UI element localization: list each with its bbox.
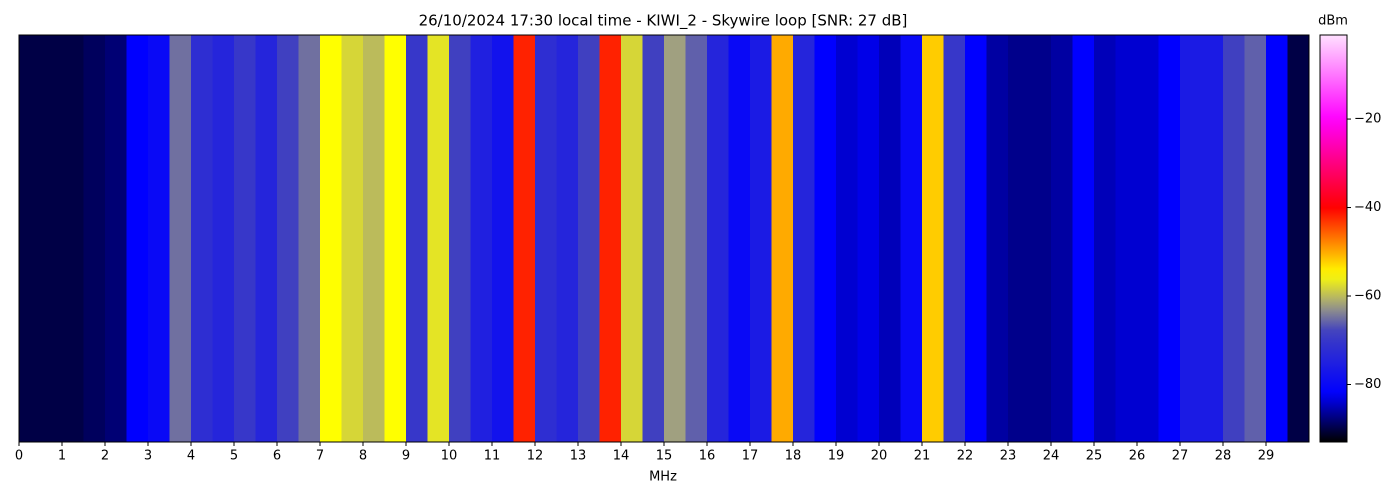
colorbar-label: dBm [1318,14,1348,29]
spectrum-band [664,35,686,442]
spectrum-band [1244,35,1267,442]
x-tick-label: 19 [828,449,845,464]
spectrum-band [943,35,966,442]
spectrum-band [1266,35,1288,442]
spectrum-band [427,35,450,442]
x-tick-label: 8 [359,449,367,464]
spectrum-band [191,35,213,442]
x-tick-label: 13 [570,449,587,464]
x-tick-label: 6 [273,449,281,464]
x-tick-label: 9 [402,449,410,464]
spectrum-band [234,35,256,442]
spectrum-band [1094,35,1116,442]
spectrum-band [449,35,471,442]
x-tick-label: 15 [656,449,673,464]
x-tick-label: 0 [15,449,23,464]
spectrum-band [19,35,41,442]
x-tick-label: 11 [484,449,501,464]
colorbar-tick-label: −20 [1354,112,1381,127]
spectrum-band [1051,35,1073,442]
x-tick-label: 1 [58,449,66,464]
colorbar-tick-label: −40 [1354,200,1381,215]
x-tick-label: 22 [957,449,974,464]
spectrum-band [62,35,84,442]
spectrum-band [255,35,278,442]
spectrum-band [406,35,428,442]
x-tick-label: 23 [1000,449,1017,464]
colorbar-tick-label: −60 [1354,289,1381,304]
x-tick-label: 16 [699,449,716,464]
spectrum-band [277,35,299,442]
spectrum-band [148,35,170,442]
x-tick-label: 17 [742,449,759,464]
colorbar-tick-label: −80 [1354,377,1381,392]
spectrum-band [578,35,600,442]
spectrum-band [728,35,751,442]
spectrum-band [1115,35,1138,442]
spectrum-band [771,35,794,442]
spectrum-band [1137,35,1159,442]
spectrum-band [642,35,665,442]
x-tick-label: 12 [527,449,544,464]
spectrum-band [341,35,364,442]
x-tick-label: 2 [101,449,109,464]
spectrum-band [556,35,579,442]
x-tick-label: 29 [1258,449,1275,464]
spectrum-band [169,35,192,442]
spectrum-band [900,35,923,442]
x-tick-label: 25 [1086,449,1103,464]
x-tick-label: 14 [613,449,630,464]
spectrum-band [1287,35,1310,442]
x-tick-label: 21 [914,449,931,464]
spectrum-band [298,35,321,442]
chart-title: 26/10/2024 17:30 local time - KIWI_2 - S… [419,12,908,31]
spectrum-band [320,35,342,442]
spectrum-band [857,35,880,442]
spectrum-band [1201,35,1224,442]
spectrum-band [384,35,407,442]
spectrum-band [879,35,901,442]
x-tick-label: 26 [1129,449,1146,464]
spectrum-band [685,35,708,442]
x-tick-label: 20 [871,449,888,464]
x-tick-label: 4 [187,449,195,464]
spectrum-band [492,35,514,442]
spectrum-band [707,35,729,442]
spectrum-band [836,35,858,442]
spectrum-band [986,35,1009,442]
spectrum-band [105,35,127,442]
spectrum-band [599,35,622,442]
x-tick-label: 28 [1215,449,1232,464]
spectrum-band [470,35,493,442]
spectrum-band [363,35,385,442]
x-tick-label: 10 [441,449,458,464]
x-tick-label: 7 [316,449,324,464]
spectrum-band [1180,35,1202,442]
x-tick-label: 24 [1043,449,1060,464]
spectrum-band [126,35,149,442]
spectrum-band [922,35,944,442]
spectrum-band [793,35,815,442]
colorbar [1319,34,1348,443]
x-tick-label: 3 [144,449,152,464]
spectrum-band [513,35,536,442]
spectrum-band [40,35,63,442]
x-axis-label: MHz [649,470,677,485]
x-tick-label: 5 [230,449,238,464]
spectrum-band [621,35,643,442]
spectrum-band [83,35,106,442]
spectrum-band [1158,35,1181,442]
spectrum-band [1223,35,1245,442]
spectrum-band [965,35,987,442]
spectrum-band [1029,35,1052,442]
spectrum-band [750,35,772,442]
spectrum-band [1072,35,1095,442]
spectrum-band [535,35,557,442]
x-tick-label: 18 [785,449,802,464]
spectrum-band [212,35,235,442]
x-tick-label: 27 [1172,449,1189,464]
spectrum-band [814,35,837,442]
spectrum-band [1008,35,1030,442]
